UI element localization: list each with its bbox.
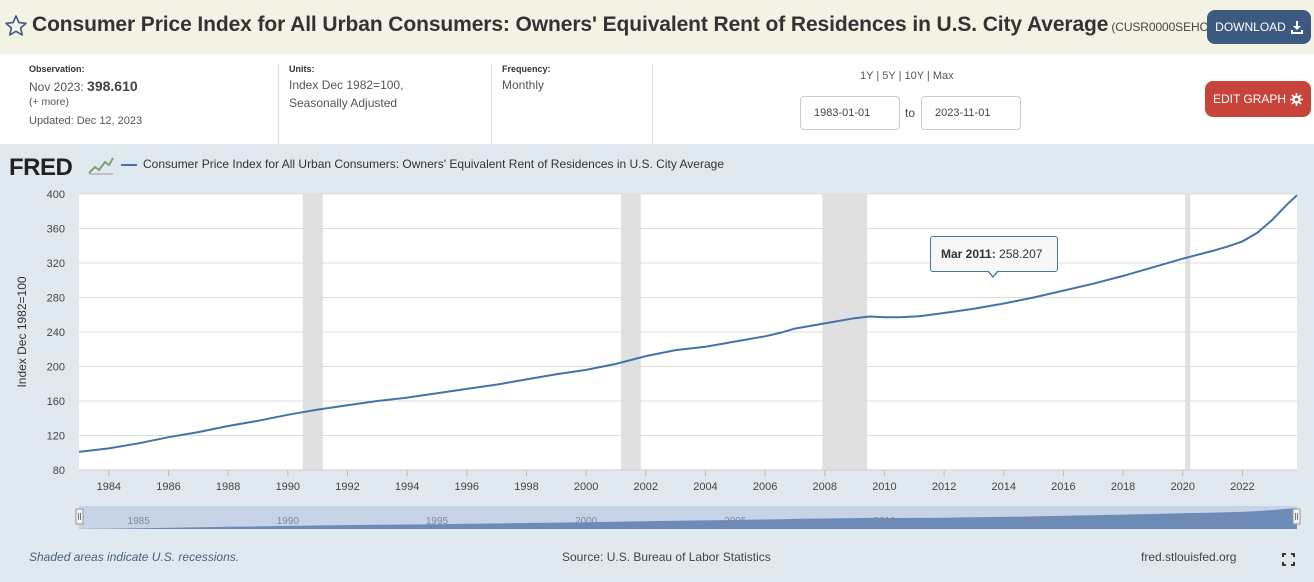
navigator-tick-label: 1985 [128,516,151,527]
navigator-tick-label: 2010 [873,516,896,527]
x-tick-label: 2012 [932,481,956,493]
navigator-tick-label: 2005 [724,516,747,527]
frequency-block: Frequency: Monthly [502,64,551,94]
observation-date: Nov 2023: [29,80,84,94]
frequency-label: Frequency: [502,64,551,74]
x-tick-label: 2014 [992,481,1016,493]
x-tick-label: 1986 [156,481,180,493]
to-label: to [905,106,916,120]
navigator-series-area [79,508,1297,529]
x-tick-label: 1988 [216,481,240,493]
units-line2: Seasonally Adjusted [289,96,398,110]
fred-logo: FRED [9,154,73,181]
x-tick-label: 1990 [276,481,300,493]
y-tick-label: 360 [47,224,65,236]
star-icon[interactable] [4,14,28,38]
range-max[interactable]: Max [932,70,954,82]
data-tooltip: Mar 2011: 258.207 [930,236,1058,272]
source-note[interactable]: Source: U.S. Bureau of Labor Statistics [562,550,771,564]
download-button[interactable]: DOWNLOAD [1207,10,1311,44]
frequency-value: Monthly [502,78,545,92]
x-tick-label: 2016 [1051,481,1075,493]
gear-icon [1290,92,1304,106]
series-id: (CUSR0000SEHC) [1111,20,1213,34]
title-bar: Consumer Price Index for All Urban Consu… [0,0,1314,54]
y-tick-label: 120 [47,431,65,443]
x-tick-label: 2018 [1111,481,1135,493]
x-tick-label: 2020 [1171,481,1195,493]
x-axis-ticks: 1984 1986 1988 1990 1992 1994 1996 1998 2000 2002… [79,469,1297,493]
updated-date: Updated: Dec 12, 2023 [29,115,143,127]
tooltip-value: 258.207 [999,247,1043,261]
info-bar: Observation: Nov 2023: 398.610 (+ more) … [0,54,1314,144]
divider [652,64,653,144]
y-tick-label: 280 [47,293,65,305]
edit-graph-label: EDIT GRAPH [1212,92,1287,106]
x-tick-label: 2008 [813,481,837,493]
more-link[interactable]: (+ more) [29,96,69,108]
range-selector: 1Y | 5Y | 10Y | Max [860,70,954,82]
x-tick-label: 2002 [634,481,658,493]
observation-label: Observation: [29,64,85,74]
tooltip-date: Mar 2011: [941,247,996,261]
y-tick-label: 200 [47,362,65,374]
y-tick-label: 320 [47,258,65,270]
units-line1: Index Dec 1982=100, [289,78,404,92]
series-line[interactable] [78,194,1298,453]
download-icon [1290,20,1303,34]
fred-logo-graph-icon [88,157,114,175]
divider [491,64,492,144]
navigator-tick-label: 1990 [277,516,300,527]
fullscreen-icon[interactable] [1282,553,1295,566]
navigator-left-handle[interactable] [75,508,84,525]
end-date-input[interactable]: 2023-11-01 [921,96,1021,130]
x-tick-label: 2004 [693,481,717,493]
range-5y[interactable]: 5Y [882,70,896,82]
x-tick-label: 1994 [395,481,419,493]
y-axis-label: Index Dec 1982=100 [15,276,29,387]
x-tick-label: 1984 [97,481,121,493]
page-title: Consumer Price Index for All Urban Consu… [32,13,1213,36]
legend-series-name: Consumer Price Index for All Urban Consu… [143,157,724,171]
x-tick-label: 2006 [753,481,777,493]
y-tick-label: 80 [53,465,65,477]
recession-note: Shaded areas indicate U.S. recessions. [29,550,240,564]
units-label: Units: [289,64,315,74]
start-date-input[interactable]: 1983-01-01 [800,96,900,130]
edit-graph-button[interactable]: EDIT GRAPH [1205,81,1311,117]
navigator-tick-label: 2000 [575,516,598,527]
x-tick-label: 2000 [574,481,598,493]
x-tick-label: 2022 [1230,481,1254,493]
units-block: Units: Index Dec 1982=100, Seasonally Ad… [289,64,403,112]
range-1y[interactable]: 1Y [860,70,874,82]
x-tick-label: 1996 [455,481,479,493]
observation-value: 398.610 [87,78,138,94]
tooltip-pointer-fill [988,270,998,276]
range-10y[interactable]: 10Y [904,70,924,82]
observation-block: Observation: Nov 2023: 398.610 (+ more) … [29,64,142,130]
site-link[interactable]: fred.stlouisfed.org [1141,550,1237,564]
download-label: DOWNLOAD [1215,20,1286,34]
y-tick-label: 400 [47,189,65,201]
y-tick-label: 160 [47,396,65,408]
x-tick-label: 1992 [335,481,359,493]
x-tick-label: 2010 [872,481,896,493]
y-tick-label: 240 [47,327,65,339]
navigator-ticks: 1985 1990 1995 2000 2005 2010 2015 2020 [128,516,1195,527]
divider [278,64,279,144]
navigator-tick-label: 2020 [1172,516,1195,527]
navigator-tick-label: 1995 [426,516,449,527]
navigator-right-handle[interactable] [1292,508,1301,525]
x-tick-label: 1998 [514,481,538,493]
navigator-tick-label: 2015 [1022,516,1045,527]
legend-swatch [121,164,137,166]
y-axis-ticks: 80 120 160 200 240 280 320 360 400 [47,189,65,477]
gridlines [79,193,1297,471]
